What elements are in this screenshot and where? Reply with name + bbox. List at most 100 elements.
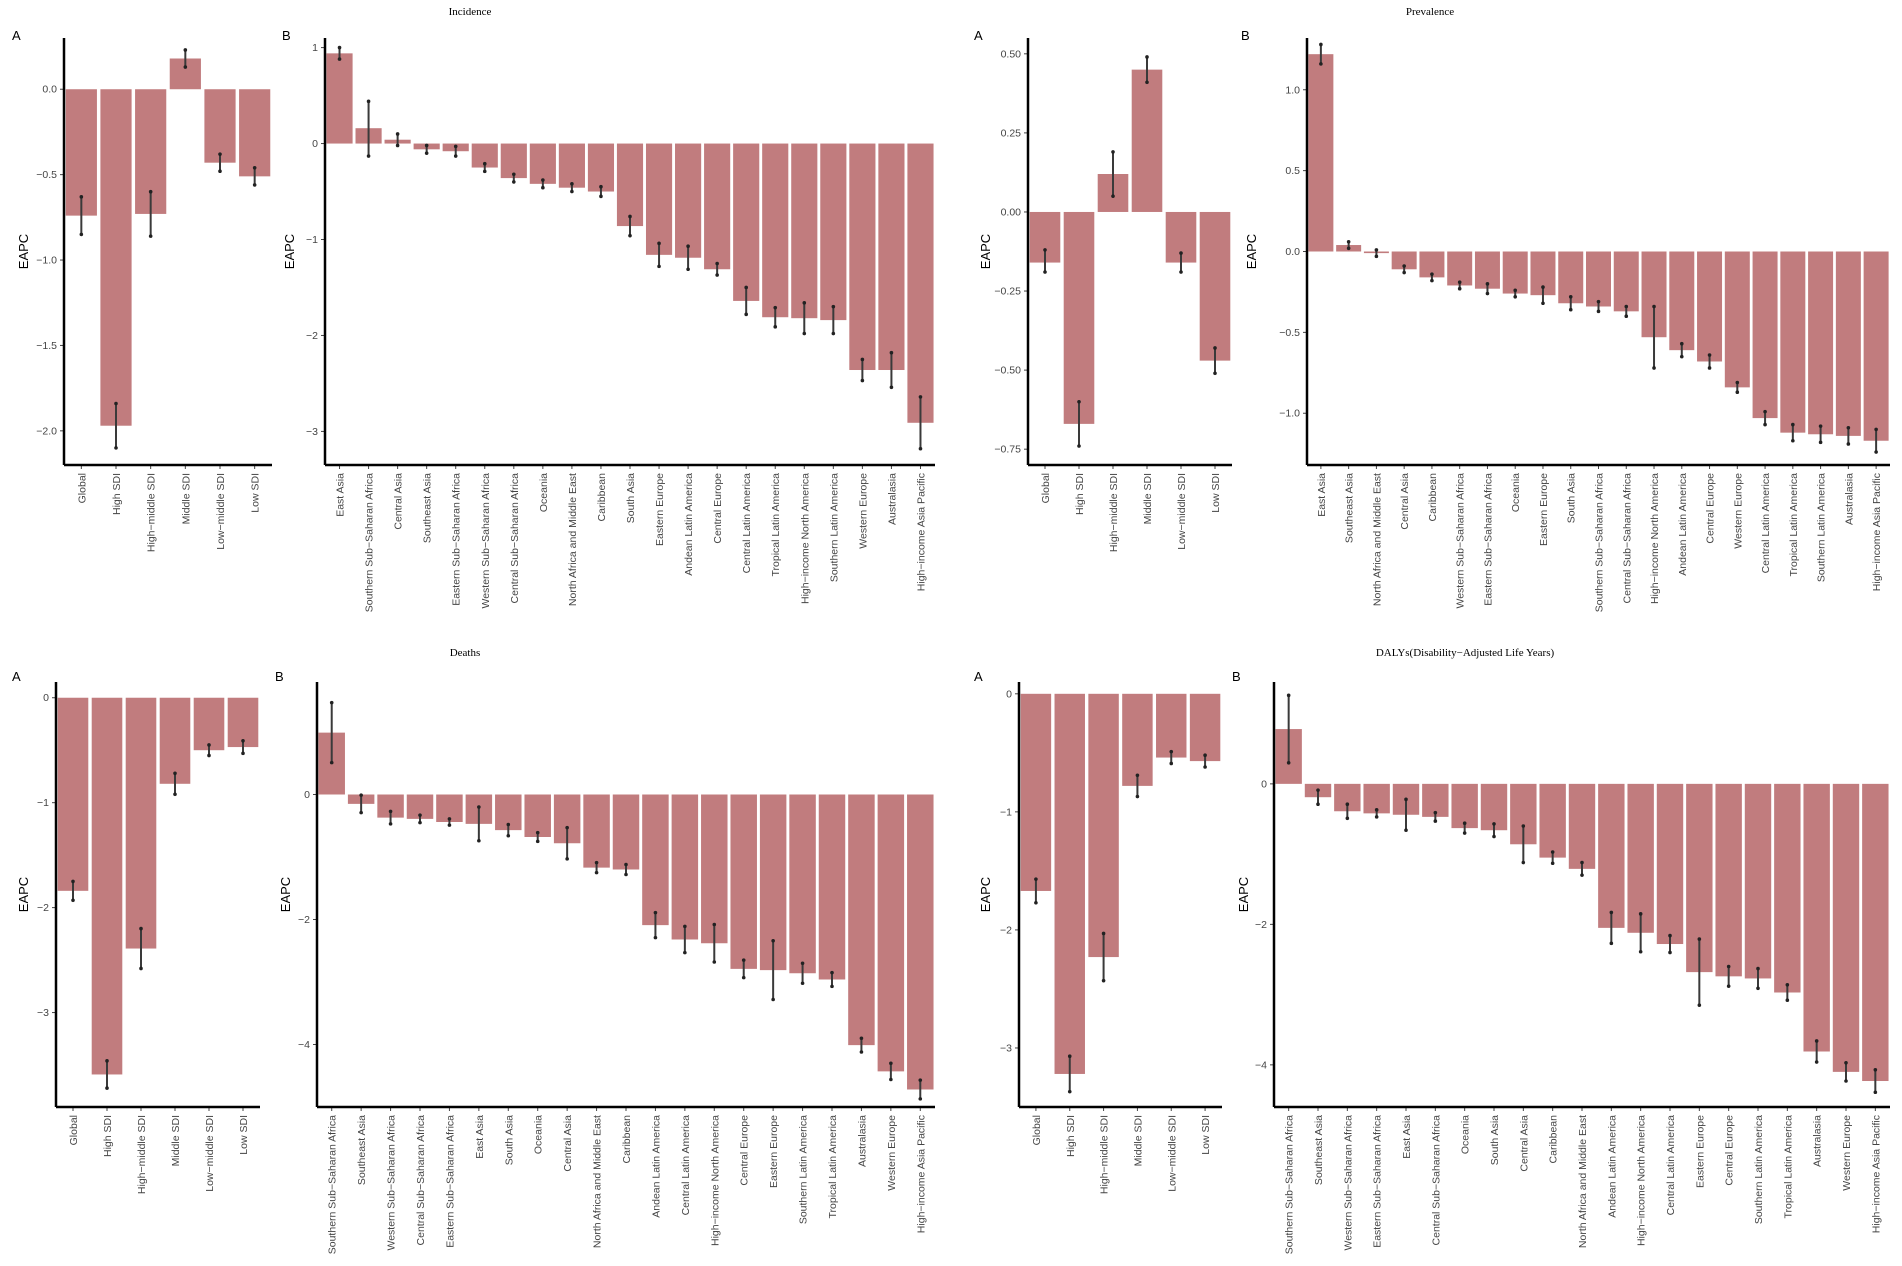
error-bar-upper-point [1513, 288, 1518, 293]
error-bar-lower-point [1735, 390, 1740, 395]
category-label: South Asia [503, 1115, 515, 1165]
panel-letter: B [1232, 669, 1241, 684]
bar [762, 143, 789, 318]
error-bar-upper-point [337, 45, 342, 50]
error-bar-upper-point [570, 182, 574, 186]
error-bar-lower-point [1513, 294, 1518, 299]
bar [91, 697, 123, 1075]
error-bar-upper-point [1638, 912, 1643, 916]
y-tick-label: −2 [298, 914, 310, 926]
error-bar-upper-point [71, 879, 75, 884]
error-bar-lower-point [541, 185, 545, 190]
category-label: Andean Latin America [1677, 473, 1689, 576]
y-tick-label: 0.0 [1285, 246, 1300, 258]
error-bar-upper-point [453, 144, 458, 149]
bar [326, 53, 353, 144]
panel-letter: A [974, 669, 983, 684]
error-bar-lower-point [1179, 270, 1183, 274]
error-bar-lower-point [79, 232, 84, 237]
error-bar-lower-point [1492, 834, 1496, 839]
bar [239, 89, 271, 177]
bar [471, 143, 498, 168]
category-label: North Africa and Middle East [567, 473, 579, 606]
error-bar-upper-point [148, 189, 153, 194]
category-label: South Asia [625, 473, 637, 523]
error-bar-lower-point [218, 169, 222, 174]
bar [1020, 693, 1052, 891]
error-bar-lower-point [1756, 986, 1760, 991]
error-bar-lower-point [1462, 831, 1467, 835]
chart-deaths-sdi: A EAPC Global High SDI High−middle SDI Middle… [12, 669, 260, 1194]
bar [733, 143, 760, 301]
error-bar-upper-point [1785, 982, 1790, 987]
category-label: Low−middle SDI [1166, 1115, 1178, 1192]
error-bar-upper-point [1541, 285, 1545, 289]
category-label: Southern Sub−Saharan Africa [1284, 1115, 1296, 1254]
category-label: East Asia [335, 473, 347, 517]
bar [587, 143, 615, 192]
error-bar-lower-point [1580, 873, 1584, 877]
panel-letter: A [12, 28, 21, 43]
error-bar-lower-point [1034, 900, 1038, 905]
bar [1447, 251, 1473, 286]
error-bar-upper-point [741, 958, 746, 962]
category-label: Southern Sub−Saharan Africa [327, 1115, 339, 1254]
category-label: Central Sub−Saharan Africa [1621, 473, 1633, 604]
y-tick-label: 0 [304, 789, 310, 801]
error-bar-upper-point [889, 1061, 893, 1066]
category-label: North Africa and Middle East [1371, 473, 1383, 606]
bar [1780, 251, 1806, 433]
error-bar-upper-point [105, 1059, 109, 1063]
category-label: High−middle SDI [1099, 1115, 1111, 1194]
category-label: Middle SDI [1142, 473, 1154, 524]
error-bar-lower-point [114, 446, 118, 450]
category-label: Eastern Europe [1538, 473, 1550, 546]
error-bar-upper-point [1624, 304, 1629, 309]
category-label: Southeast Asia [356, 1115, 368, 1185]
bar [159, 697, 191, 784]
error-bar-upper-point [1145, 55, 1149, 59]
error-bar-upper-point [1374, 248, 1379, 252]
y-tick-label: 0 [1006, 688, 1012, 700]
y-tick-label: −0.50 [994, 365, 1021, 377]
error-bar-upper-point [535, 830, 540, 835]
bar [1131, 69, 1163, 212]
error-bar-lower-point [1077, 444, 1081, 448]
error-bar-upper-point [1430, 272, 1434, 276]
category-label: Low SDI [238, 1115, 250, 1155]
error-bar-upper-point [388, 809, 393, 814]
category-label: Oceania [538, 473, 550, 512]
y-tick-label: −1.5 [36, 340, 57, 352]
error-bar-lower-point [337, 57, 342, 61]
category-label: High−income North America [1649, 473, 1661, 604]
bar [791, 143, 818, 319]
category-label: Tropical Latin America [1782, 1115, 1794, 1219]
category-label: Middle SDI [180, 473, 192, 524]
error-bar-upper-point [773, 305, 778, 310]
y-tick-label: −2 [306, 330, 318, 342]
bar [645, 143, 673, 255]
bar [1451, 783, 1478, 829]
category-label: Central Asia [1399, 473, 1411, 530]
category-label: Middle SDI [170, 1115, 182, 1166]
error-bar-upper-point [800, 961, 805, 966]
error-bar-lower-point [424, 151, 429, 155]
bar [1832, 783, 1860, 1072]
error-bar-lower-point [1763, 422, 1767, 427]
error-bar-upper-point [1763, 409, 1767, 414]
category-label: Caribbean [596, 473, 608, 522]
error-bar-lower-point [1316, 802, 1320, 807]
bar [1627, 783, 1654, 933]
category-label: Central Europe [1724, 1115, 1736, 1186]
error-bar-upper-point [1319, 42, 1323, 47]
category-label: Southern Latin America [798, 1115, 810, 1224]
error-bar-lower-point [1169, 761, 1174, 766]
error-bar-upper-point [918, 395, 923, 399]
bar [818, 794, 846, 980]
bar [642, 794, 669, 926]
y-tick-label: −1 [37, 797, 49, 809]
error-bar-upper-point [512, 172, 516, 177]
bar [500, 143, 527, 179]
error-bar-upper-point [1169, 749, 1174, 754]
